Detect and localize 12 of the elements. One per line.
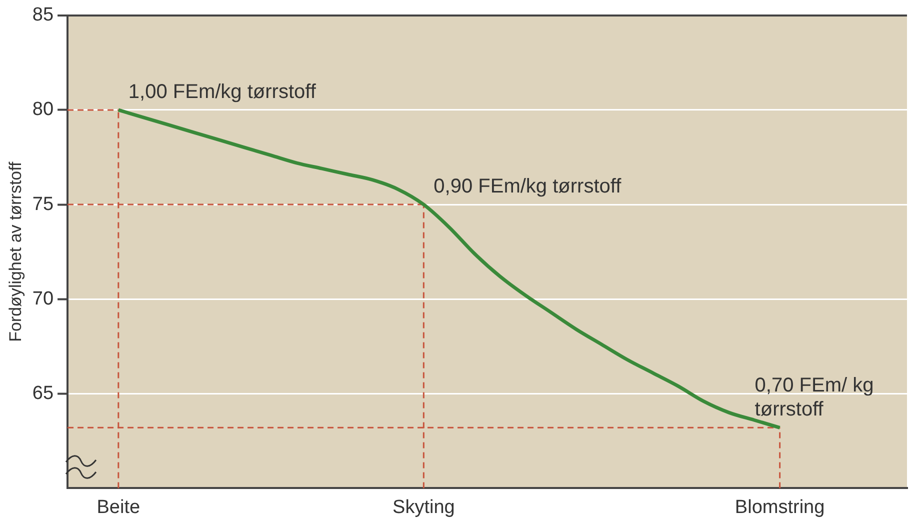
x-tick-label: Skyting bbox=[392, 496, 455, 518]
y-tick-label: 80 bbox=[32, 99, 54, 120]
annotation: 0,90 FEm/kg tørrstoff bbox=[434, 176, 622, 198]
y-tick-label: 75 bbox=[32, 194, 54, 215]
y-tick-label: 70 bbox=[32, 288, 54, 310]
annotation: 0,70 FEm/ kg tørrstoff bbox=[754, 374, 874, 421]
annotation: 1,00 FEm/kg tørrstoff bbox=[128, 80, 316, 103]
x-tick-label: Blomstring bbox=[734, 496, 825, 518]
x-tick-label: Beite bbox=[96, 496, 140, 518]
y-tick-label: 65 bbox=[32, 382, 54, 404]
y-axis-title: Fordøylighet av tørrstoff bbox=[6, 161, 25, 342]
y-tick-label: 85 bbox=[32, 4, 54, 26]
